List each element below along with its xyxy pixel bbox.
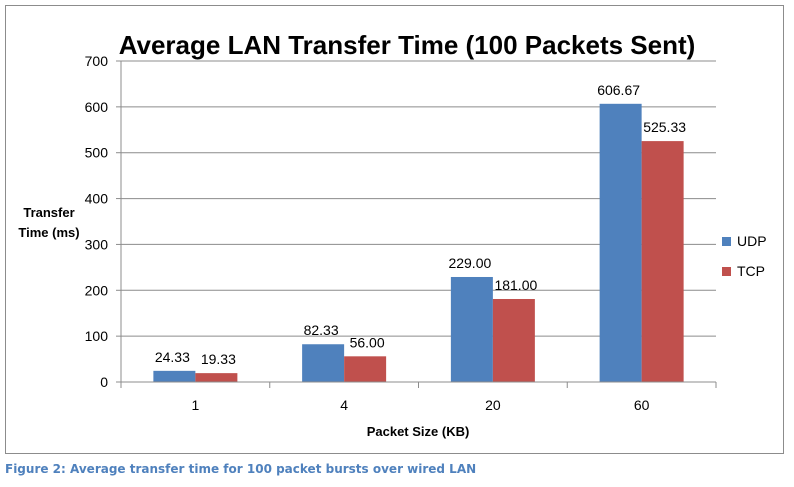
data-label: 181.00 bbox=[494, 277, 537, 293]
bar-tcp bbox=[492, 298, 535, 382]
data-label: 56.00 bbox=[350, 334, 385, 350]
x-tick-label: 1 bbox=[191, 397, 199, 413]
legend-swatch-udp bbox=[722, 237, 731, 246]
y-tick-label: 100 bbox=[85, 328, 109, 344]
legend-label-tcp: TCP bbox=[737, 263, 765, 279]
bar-udp bbox=[153, 370, 196, 382]
data-label: 82.33 bbox=[304, 322, 339, 338]
y-axis-label: Time (ms) bbox=[18, 225, 79, 240]
y-axis-label: Transfer bbox=[23, 205, 74, 220]
x-tick-label: 4 bbox=[340, 397, 348, 413]
bar-udp bbox=[599, 103, 642, 383]
y-tick-label: 200 bbox=[85, 282, 109, 298]
y-tick-label: 0 bbox=[100, 374, 108, 390]
data-label: 229.00 bbox=[448, 255, 491, 271]
legend-label-udp: UDP bbox=[737, 233, 767, 249]
legend-swatch-tcp bbox=[722, 267, 731, 276]
figure-caption: Figure 2: Average transfer time for 100 … bbox=[5, 462, 477, 476]
data-label: 606.67 bbox=[597, 82, 640, 98]
bar-tcp bbox=[195, 373, 238, 382]
bar-udp bbox=[450, 276, 493, 382]
y-tick-label: 600 bbox=[85, 99, 109, 115]
y-tick-label: 500 bbox=[85, 145, 109, 161]
chart-title: Average LAN Transfer Time (100 Packets S… bbox=[119, 30, 696, 60]
x-tick-label: 60 bbox=[634, 397, 650, 413]
data-label: 24.33 bbox=[155, 349, 190, 365]
y-tick-label: 400 bbox=[85, 191, 109, 207]
x-axis-label: Packet Size (KB) bbox=[367, 424, 470, 439]
bar-tcp bbox=[641, 141, 684, 382]
y-tick-label: 300 bbox=[85, 236, 109, 252]
data-label: 19.33 bbox=[201, 351, 236, 367]
data-label: 525.33 bbox=[643, 119, 686, 135]
x-tick-label: 20 bbox=[485, 397, 501, 413]
bar-tcp bbox=[344, 356, 387, 382]
y-tick-label: 700 bbox=[85, 53, 109, 69]
bar-udp bbox=[302, 344, 345, 382]
